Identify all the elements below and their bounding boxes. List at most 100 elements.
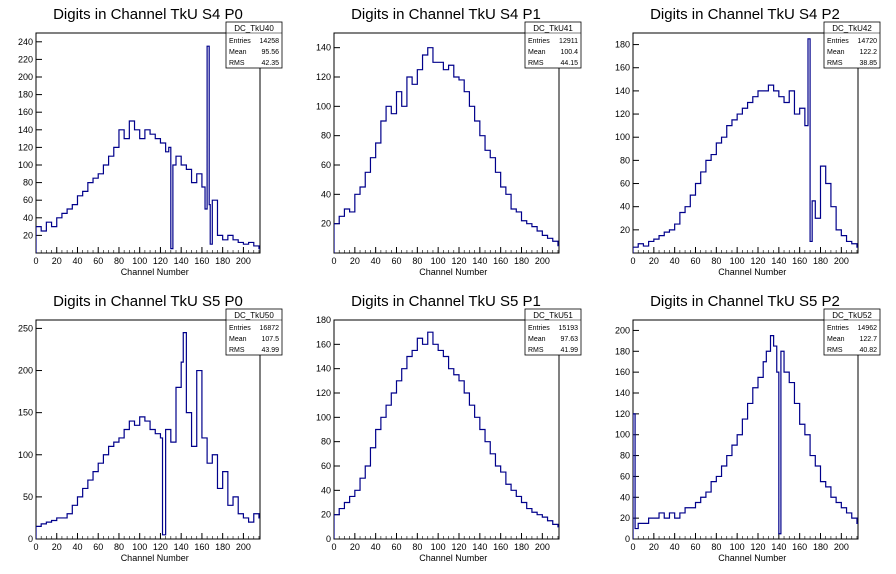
y-tick-label: 160 (615, 367, 630, 377)
x-tick-label: 160 (792, 542, 807, 552)
x-tick-label: 120 (451, 256, 466, 266)
y-tick-label: 120 (615, 109, 630, 119)
stats-key: RMS (827, 347, 843, 354)
stats-value: 14258 (260, 38, 280, 45)
stats-name: DC_TkU41 (533, 24, 573, 33)
y-tick-label: 100 (615, 132, 630, 142)
x-tick-label: 20 (350, 542, 360, 552)
y-tick-label: 80 (23, 178, 33, 188)
y-tick-label: 60 (620, 471, 630, 481)
stats-value: 41.99 (560, 347, 578, 354)
stats-name: DC_TkU52 (832, 311, 872, 320)
x-tick-label: 200 (236, 542, 251, 552)
x-tick-label: 40 (72, 542, 82, 552)
x-tick-label: 100 (431, 542, 446, 552)
y-tick-label: 20 (321, 510, 331, 520)
stats-value: 40.82 (859, 347, 877, 354)
y-tick-label: 40 (620, 202, 630, 212)
y-tick-label: 140 (615, 86, 630, 96)
x-tick-label: 0 (33, 256, 38, 266)
x-tick-label: 40 (371, 256, 381, 266)
x-tick-label: 140 (771, 542, 786, 552)
y-tick-label: 80 (620, 451, 630, 461)
y-tick-label: 100 (18, 160, 33, 170)
plot-frame (35, 32, 261, 254)
stats-box (225, 308, 283, 356)
y-tick-label: 0 (28, 534, 33, 544)
x-tick-label: 80 (114, 542, 124, 552)
x-tick-label: 140 (771, 256, 786, 266)
stats-value: 44.15 (560, 60, 578, 67)
y-tick-label: 20 (23, 230, 33, 240)
chart-title: Digits in Channel TkU S4 P0 (53, 6, 243, 23)
y-tick-label: 100 (316, 101, 331, 111)
y-tick-label: 140 (615, 388, 630, 398)
y-tick-label: 100 (316, 412, 331, 422)
x-tick-label: 40 (670, 542, 680, 552)
y-tick-label: 180 (615, 346, 630, 356)
x-tick-label: 160 (493, 256, 508, 266)
stats-key: RMS (229, 60, 245, 67)
chart-title: Digits in Channel TkU S5 P1 (351, 293, 541, 310)
y-tick-label: 120 (615, 409, 630, 419)
x-tick-label: 0 (33, 542, 38, 552)
x-tick-label: 120 (153, 542, 168, 552)
x-tick-label: 0 (331, 542, 336, 552)
x-tick-label: 180 (215, 256, 230, 266)
y-tick-label: 40 (321, 485, 331, 495)
y-tick-label: 240 (18, 37, 33, 47)
x-tick-label: 80 (412, 256, 422, 266)
stats-key: Mean (528, 336, 546, 343)
y-tick-label: 120 (18, 142, 33, 152)
y-tick-label: 160 (316, 339, 331, 349)
histogram-series-0 (36, 45, 260, 253)
y-tick-label: 40 (321, 189, 331, 199)
x-axis-label: Channel Number (419, 267, 487, 277)
x-tick-label: 200 (834, 542, 849, 552)
y-tick-label: 20 (321, 219, 331, 229)
y-tick-label: 20 (620, 225, 630, 235)
x-tick-label: 60 (690, 256, 700, 266)
x-axis-label: Channel Number (718, 553, 786, 563)
y-tick-label: 180 (316, 315, 331, 325)
stats-key: RMS (827, 60, 843, 67)
stats-value: 107.5 (261, 336, 279, 343)
x-tick-label: 180 (514, 542, 529, 552)
stats-key: Entries (229, 38, 251, 45)
y-tick-label: 0 (326, 534, 331, 544)
plot-frame (333, 319, 560, 540)
plot-frame (333, 32, 560, 254)
y-tick-label: 40 (620, 492, 630, 502)
x-tick-label: 20 (649, 256, 659, 266)
stats-box (823, 308, 881, 356)
x-tick-label: 180 (514, 256, 529, 266)
x-tick-label: 120 (750, 542, 765, 552)
histogram-series-0 (633, 335, 858, 539)
y-tick-label: 60 (321, 461, 331, 471)
x-tick-label: 100 (730, 542, 745, 552)
y-tick-label: 40 (23, 213, 33, 223)
stats-name: DC_TkU50 (234, 311, 274, 320)
y-tick-label: 120 (316, 72, 331, 82)
stats-value: 14720 (858, 38, 878, 45)
stats-name: DC_TkU40 (234, 24, 274, 33)
x-tick-label: 20 (52, 542, 62, 552)
y-tick-label: 80 (321, 131, 331, 141)
chart-panel-1: Digits in Channel TkU S4 P1 0 20 40 60 80 100 1… (316, 6, 582, 277)
stats-value: 122.7 (859, 336, 877, 343)
x-tick-label: 20 (649, 542, 659, 552)
x-tick-label: 160 (194, 542, 209, 552)
x-tick-label: 160 (194, 256, 209, 266)
x-tick-label: 140 (174, 256, 189, 266)
x-tick-label: 60 (93, 542, 103, 552)
x-tick-label: 40 (72, 256, 82, 266)
stats-box (823, 21, 881, 69)
y-tick-label: 150 (18, 408, 33, 418)
x-tick-label: 200 (535, 542, 550, 552)
x-tick-label: 120 (750, 256, 765, 266)
stats-key: RMS (528, 347, 544, 354)
stats-value: 100.4 (560, 49, 578, 56)
x-tick-label: 40 (371, 542, 381, 552)
x-tick-label: 80 (412, 542, 422, 552)
